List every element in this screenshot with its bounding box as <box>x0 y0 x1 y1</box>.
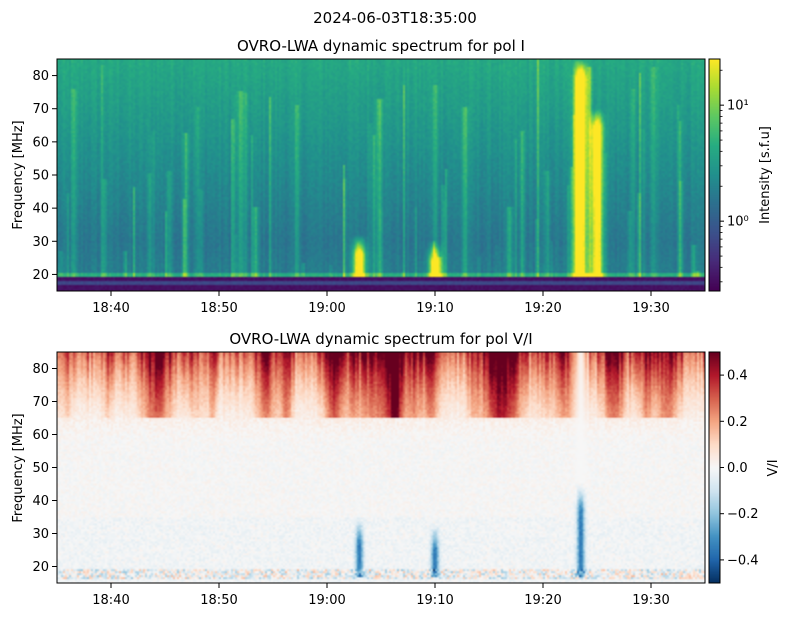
y-tick-label: 60 <box>32 428 49 443</box>
heatmap-image <box>57 352 705 583</box>
colorbar-tick-label: −0.2 <box>727 507 759 522</box>
panel-stokes-i: OVRO-LWA dynamic spectrum for pol I 18:4… <box>11 37 773 316</box>
x-axis: 18:40 18:50 19:00 19:10 19:20 19:30 <box>92 583 670 608</box>
colorbar-tick-label: 10¹ <box>727 99 749 114</box>
x-tick-label: 19:00 <box>308 593 345 608</box>
x-tick-label: 18:40 <box>92 301 129 316</box>
colorbar-tick-label: 0.0 <box>727 461 748 476</box>
colorbar-tick-label: 0.2 <box>727 415 748 430</box>
y-axis-label: Frequency [MHz] <box>11 413 26 522</box>
y-tick-label: 80 <box>32 362 49 377</box>
x-tick-label: 19:00 <box>308 301 345 316</box>
colorbar: 10⁰ 10¹ Intensity [s.f.u] <box>708 58 773 292</box>
colorbar-tick-label: 10⁰ <box>727 215 749 230</box>
colorbar-tick-label: 0.4 <box>727 369 748 384</box>
colorbar-tick-label: −0.4 <box>727 553 759 568</box>
colorbar-label: Intensity [s.f.u] <box>758 126 773 224</box>
y-tick-label: 20 <box>32 268 49 283</box>
y-tick-label: 80 <box>32 69 49 84</box>
y-tick-label: 30 <box>32 235 49 250</box>
y-tick-label: 70 <box>32 395 49 410</box>
x-tick-label: 19:10 <box>416 301 453 316</box>
x-tick-label: 18:50 <box>200 593 237 608</box>
x-tick-label: 18:50 <box>200 301 237 316</box>
x-tick-label: 19:20 <box>524 593 561 608</box>
y-tick-label: 40 <box>32 494 49 509</box>
x-tick-label: 19:30 <box>632 593 669 608</box>
x-tick-label: 18:40 <box>92 593 129 608</box>
y-axis: 20 30 40 50 60 70 80 <box>32 69 57 283</box>
y-tick-label: 40 <box>32 202 49 217</box>
y-axis: 20 30 40 50 60 70 80 <box>32 362 57 575</box>
y-tick-label: 20 <box>32 560 49 575</box>
colorbar-label: V/I <box>766 459 781 476</box>
x-tick-label: 19:10 <box>416 593 453 608</box>
x-tick-label: 19:20 <box>524 301 561 316</box>
figure-suptitle: 2024-06-03T18:35:00 <box>313 9 477 27</box>
y-tick-label: 50 <box>32 461 49 476</box>
heatmap-image <box>57 59 705 291</box>
panel-title: OVRO-LWA dynamic spectrum for pol V/I <box>229 330 532 348</box>
y-axis-label: Frequency [MHz] <box>11 120 26 229</box>
x-axis: 18:40 18:50 19:00 19:10 19:20 19:30 <box>92 291 670 316</box>
panel-stokes-v-over-i: OVRO-LWA dynamic spectrum for pol V/I 18… <box>11 330 781 608</box>
y-tick-label: 50 <box>32 169 49 184</box>
y-tick-label: 70 <box>32 102 49 117</box>
x-tick-label: 19:30 <box>632 301 669 316</box>
y-tick-label: 30 <box>32 527 49 542</box>
panel-title: OVRO-LWA dynamic spectrum for pol I <box>237 37 525 55</box>
y-tick-label: 60 <box>32 135 49 150</box>
colorbar: −0.4 −0.2 0.0 0.2 0.4 V/I <box>708 351 781 584</box>
